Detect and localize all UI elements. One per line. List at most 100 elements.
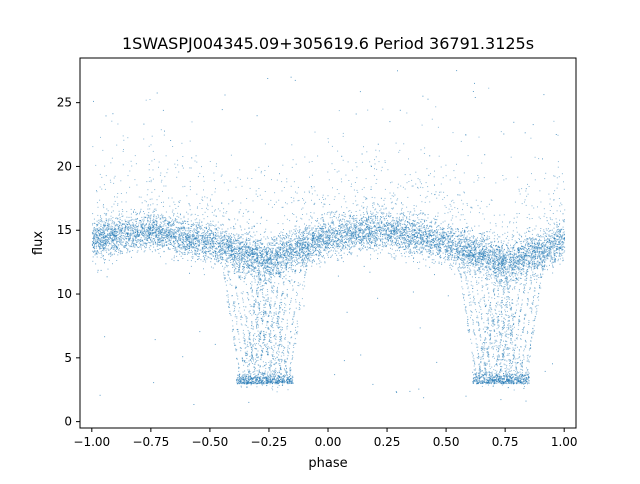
data-point [166,228,168,230]
data-point [366,249,368,251]
data-point [516,231,518,233]
data-point [538,263,539,265]
data-point [185,248,187,250]
data-point [296,253,298,255]
data-point [267,259,268,261]
data-point [458,269,460,271]
data-point [437,245,439,247]
data-point [332,227,334,229]
data-point [107,241,109,243]
data-point [417,234,418,236]
data-point [421,231,423,233]
data-point [341,230,343,231]
data-point [274,263,276,265]
data-point [533,249,535,251]
data-point [555,232,557,234]
data-point [117,221,119,223]
data-point [521,257,523,259]
data-point [478,246,480,248]
data-point [225,230,227,232]
data-point [233,250,235,252]
data-point [208,227,210,229]
data-point [180,248,182,250]
data-point [330,230,332,232]
data-point [495,254,496,256]
data-point [201,232,203,234]
data-point [191,256,193,258]
data-point [378,205,380,207]
data-point [269,272,271,274]
data-point [454,253,456,254]
data-point [251,273,253,275]
data-point [287,251,289,253]
data-point [535,265,537,267]
data-point [417,242,419,244]
data-point [276,272,278,274]
data-point [460,258,462,260]
data-point [414,225,416,227]
data-point [514,264,516,266]
data-point [428,227,430,229]
data-point [375,245,377,247]
data-point [334,245,336,247]
data-point [443,256,445,258]
data-point [193,235,194,237]
data-point [131,234,133,236]
data-point [423,212,425,214]
data-point [305,259,307,261]
data-point [297,246,299,248]
data-point [286,249,288,251]
data-point [250,268,252,270]
data-point [113,226,115,228]
data-point [271,238,273,240]
data-point [527,261,529,263]
data-point [338,215,340,217]
data-point [193,231,195,233]
data-point [344,231,346,233]
data-point [523,257,525,259]
data-point [184,226,185,228]
data-point [209,253,211,255]
data-point [273,240,275,242]
data-point [234,257,235,259]
data-point [207,256,209,258]
data-point [323,224,325,226]
data-point [558,233,560,235]
data-point [365,217,367,218]
data-point [411,233,412,235]
data-point [294,233,296,235]
data-point [128,216,130,218]
data-point [265,238,267,240]
data-point [114,245,116,247]
data-point [552,264,553,266]
data-point [470,245,472,247]
data-point [336,243,338,245]
data-point [545,244,547,246]
data-point [143,220,145,222]
data-point [264,249,266,251]
data-point [154,230,156,232]
data-point [274,266,276,268]
data-point [549,239,550,241]
data-point [439,247,441,249]
data-point [560,234,562,236]
data-point [242,238,244,240]
data-point [193,241,195,243]
data-point [239,236,241,238]
data-point [399,228,401,230]
data-point [198,244,200,246]
data-point [159,229,161,231]
data-point [169,222,170,224]
data-point [494,262,495,264]
data-point [408,218,410,220]
data-point [168,247,169,249]
data-point [315,220,317,221]
data-point [170,230,172,232]
data-point [494,240,496,242]
data-point [165,218,167,220]
data-point [231,259,233,260]
data-point [538,240,540,242]
data-point [545,251,547,253]
data-point [365,222,367,224]
data-point [447,239,449,241]
